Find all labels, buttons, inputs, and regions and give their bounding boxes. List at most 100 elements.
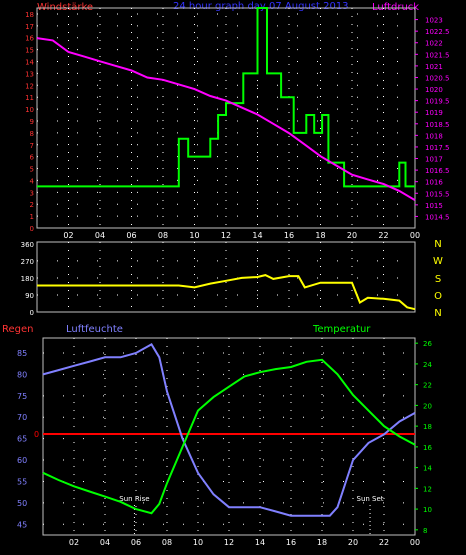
compass-label: O — [434, 291, 442, 302]
pressure-tick-label: 1016.5 — [425, 167, 450, 175]
temperature-tick-label: 12 — [423, 485, 432, 493]
wind-tick-label: 6 — [30, 154, 35, 162]
temperature-tick-label: 14 — [423, 465, 432, 473]
time-tick-label: 22 — [378, 231, 388, 240]
pressure-line — [36, 37, 416, 202]
wind-tick-label: 8 — [30, 130, 34, 138]
compass-label: N — [434, 308, 441, 319]
pressure-tick-label: 1023 — [425, 17, 443, 25]
time-tick-label: 14 — [255, 538, 265, 547]
wind-tick-label: 17 — [25, 23, 34, 31]
time-tick-label: 06 — [126, 231, 136, 240]
wind-tick-label: 11 — [25, 94, 34, 102]
compass-label: N — [434, 239, 441, 250]
wind-speed-line — [37, 7, 415, 188]
direction-tick-label: 360 — [21, 241, 34, 249]
pressure-tick-label: 1021 — [425, 63, 443, 71]
pressure-tick-label: 1015.5 — [425, 190, 450, 198]
temperature-tick-label: 22 — [423, 382, 432, 390]
time-tick-label: 18 — [317, 538, 327, 547]
temperature-axis-title: Temperatur — [312, 324, 371, 335]
pressure-tick-label: 1019.5 — [425, 98, 450, 106]
time-tick-label: 00 — [410, 538, 420, 547]
time-tick-label: 00 — [410, 231, 420, 240]
humidity-tick-label: 70 — [17, 413, 27, 422]
time-axis-ticks-bottom: 02 04 06 08 10 12 14 16 18 20 22 00 — [69, 538, 420, 547]
sun-marker-label: Sun Rise — [119, 495, 149, 503]
wind-direction-line — [37, 274, 416, 311]
humidity-axis-ticks: 45 50 55 60 65 70 75 80 85 — [17, 349, 27, 529]
humidity-tick-label: 85 — [17, 349, 27, 358]
temperature-axis-ticks: 8 10 12 14 16 18 20 22 24 26 — [415, 340, 432, 535]
temperature-tick-label: 8 — [423, 527, 427, 535]
direction-tick-label: 90 — [25, 292, 34, 300]
wind-tick-label: 9 — [30, 118, 34, 126]
time-tick-label: 10 — [189, 231, 199, 240]
temperature-tick-label: 16 — [423, 444, 432, 452]
pressure-tick-label: 1020.5 — [425, 74, 450, 82]
humidity-tick-label: 45 — [17, 520, 27, 529]
chart-title: 24 hour graph day 07 August 2013 — [173, 1, 349, 12]
pressure-tick-label: 1021.5 — [425, 51, 450, 59]
pressure-tick-label: 1017.5 — [425, 144, 450, 152]
time-tick-label: 04 — [100, 538, 110, 547]
pressure-tick-label: 1018 — [425, 132, 443, 140]
pressure-tick-label: 1022 — [425, 40, 443, 48]
wind-tick-label: 2 — [30, 201, 34, 209]
time-tick-label: 06 — [131, 538, 141, 547]
sun-marker-label: Sun Set — [357, 495, 384, 503]
time-axis-ticks-top: 02 04 06 08 10 12 14 16 18 20 22 00 — [63, 231, 420, 240]
humidity-tick-label: 80 — [17, 370, 27, 379]
direction-tick-label: 0 — [30, 309, 34, 317]
temperature-tick-label: 24 — [423, 361, 432, 369]
pressure-tick-label: 1015 — [425, 202, 443, 210]
compass-label: W — [433, 256, 443, 267]
wind-tick-label: 5 — [30, 166, 34, 174]
wind-tick-label: 10 — [25, 106, 34, 114]
pressure-tick-label: 1017 — [425, 156, 443, 164]
time-tick-label: 14 — [252, 231, 262, 240]
rain-value-label: 0 — [34, 430, 39, 439]
time-tick-label: 12 — [224, 538, 234, 547]
wind-tick-label: 3 — [30, 189, 34, 197]
time-tick-label: 16 — [286, 538, 296, 547]
temperature-tick-label: 20 — [423, 402, 432, 410]
pressure-axis-ticks: 1023 1022.5 1022 1021.5 1021 1020.5 1020 1019.5… — [415, 17, 450, 221]
humidity-tick-label: 75 — [17, 392, 27, 401]
temperature-tick-label: 26 — [423, 340, 432, 348]
wind-tick-label: 12 — [25, 82, 34, 90]
humidity-tick-label: 65 — [17, 435, 27, 444]
compass-label: S — [435, 274, 441, 285]
humidity-tick-label: 60 — [17, 456, 27, 465]
pressure-tick-label: 1020 — [425, 86, 443, 94]
rain-axis-title: Regen — [2, 324, 34, 335]
temperature-line — [42, 358, 416, 515]
direction-tick-label: 270 — [21, 258, 34, 266]
wind-tick-label: 16 — [25, 35, 34, 43]
pressure-tick-label: 1016 — [425, 179, 443, 187]
wind-tick-label: 0 — [30, 225, 34, 233]
time-tick-label: 20 — [348, 538, 358, 547]
wind-tick-label: 13 — [25, 70, 34, 78]
time-tick-label: 16 — [284, 231, 294, 240]
humidity-axis-title: Luftfeuchte — [66, 324, 123, 335]
time-tick-label: 22 — [379, 538, 389, 547]
pressure-tick-label: 1019 — [425, 109, 443, 117]
time-tick-label: 18 — [315, 231, 325, 240]
wind-tick-label: 1 — [30, 213, 34, 221]
humidity-tick-label: 55 — [17, 477, 27, 486]
humidity-line — [42, 343, 416, 517]
wind-tick-label: 4 — [30, 177, 35, 185]
time-tick-label: 20 — [347, 231, 357, 240]
time-tick-label: 02 — [63, 231, 73, 240]
humidity-temperature-panel: Regen Luftfeuchte Temperatur 45 50 55 60 65 7… — [2, 324, 432, 547]
time-tick-label: 08 — [162, 538, 172, 547]
temperature-tick-label: 18 — [423, 423, 432, 431]
direction-degree-ticks: 0 90 180 270 360 — [21, 241, 34, 317]
humidity-temperature-grid — [43, 338, 415, 535]
